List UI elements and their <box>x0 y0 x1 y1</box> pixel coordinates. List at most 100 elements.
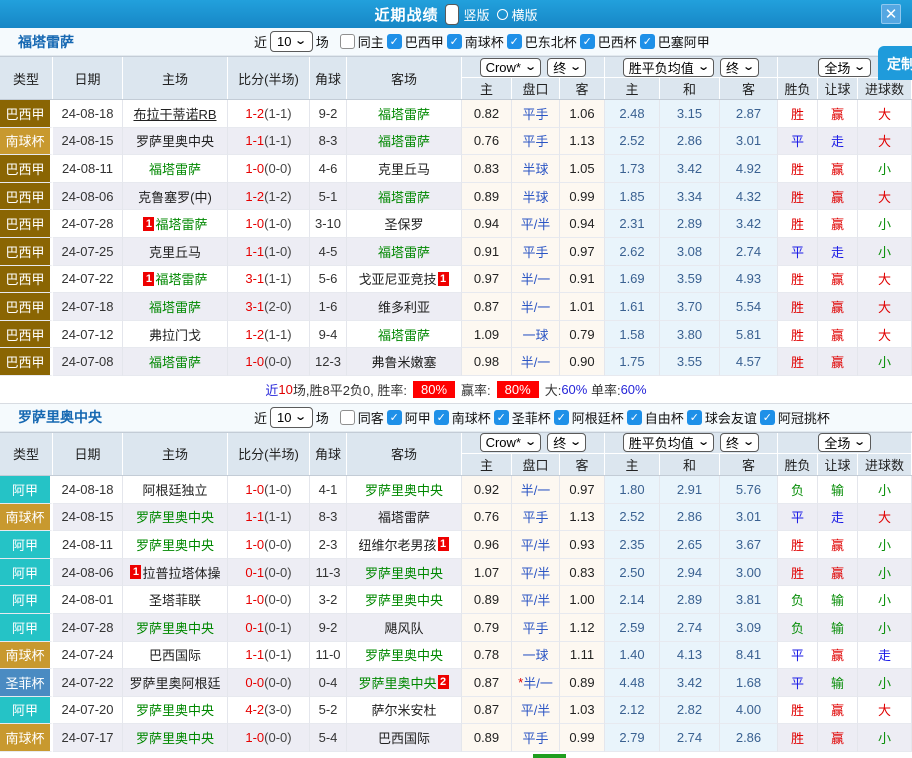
radio-vertical-layout[interactable]: 竖版 <box>445 3 490 25</box>
team-link[interactable]: 巴西国际 <box>148 648 201 664</box>
team-link[interactable]: 罗萨里奥中央 <box>135 731 214 747</box>
handicap-cell: 半/一 <box>512 348 560 376</box>
team-link[interactable]: 福塔雷萨 <box>155 272 208 288</box>
league-checkbox[interactable]: ✓ <box>579 34 595 49</box>
corner-cell: 11-0 <box>310 641 347 670</box>
customize-tab[interactable]: 定制 <box>878 46 912 80</box>
team-link[interactable]: 克鲁塞罗(中) <box>138 189 212 205</box>
team-link[interactable]: 弗拉门戈 <box>148 327 201 343</box>
league-checkbox[interactable]: ✓ <box>386 34 402 49</box>
team-link[interactable]: 福塔雷萨 <box>377 510 430 526</box>
team-link[interactable]: 福塔雷萨 <box>377 327 430 343</box>
table-row: 阿甲 24-08-01 圣塔菲联 1-0 (0-0) 3-2 罗萨里奥中央 0.8… <box>0 586 912 614</box>
team-link[interactable]: 纽维尔老男孩 <box>358 537 437 553</box>
score-cell: 3-1 (2-0) <box>228 293 310 321</box>
team-link[interactable]: 福塔雷萨 <box>377 106 430 122</box>
mean-time-select[interactable]: 终 ⌄ <box>720 57 760 77</box>
radio-horizontal-layout[interactable]: 横版 <box>496 5 538 24</box>
league-checkbox[interactable]: ✓ <box>506 34 522 49</box>
mean-type-select[interactable]: 胜平负均值 ⌄ <box>622 57 714 77</box>
radio-selected-icon <box>445 3 460 25</box>
table-row: 阿甲 24-08-18 阿根廷独立 1-0 (1-0) 4-1 罗萨里奥中央 0.… <box>0 475 912 504</box>
team-link[interactable]: 福塔雷萨 <box>148 299 201 315</box>
league-type-cell: 阿甲 <box>0 475 53 504</box>
team-link[interactable]: 罗萨里奥中央 <box>135 703 214 719</box>
result-goals-cell: 小 <box>858 613 912 642</box>
team-name[interactable]: 罗萨里奥中央 <box>18 409 102 426</box>
result-goals-cell: 大 <box>858 503 912 532</box>
team-link[interactable]: 罗萨里奥中央 <box>358 675 437 691</box>
team-link[interactable]: 福塔雷萨 <box>148 161 201 177</box>
odds-company-select[interactable]: Crow* ⌄ <box>479 57 542 77</box>
team-link[interactable]: 戈亚尼亚竞技 <box>358 272 437 288</box>
team-link[interactable]: 福塔雷萨 <box>377 189 430 205</box>
mean-type-select[interactable]: 胜平负均值 ⌄ <box>622 433 714 453</box>
team-link[interactable]: 罗萨里奥阿根廷 <box>129 675 221 691</box>
league-checkbox[interactable]: ✓ <box>639 34 655 49</box>
league-checkbox[interactable]: ✓ <box>626 409 642 425</box>
team-link[interactable]: 克里丘马 <box>377 161 430 177</box>
team-link[interactable]: 罗萨里奥中央 <box>364 593 443 609</box>
league-type-cell: 阿甲 <box>0 613 53 642</box>
same-venue-checkbox[interactable] <box>339 34 355 49</box>
scope-select[interactable]: 全场 ⌄ <box>818 433 871 453</box>
odds-time-select[interactable]: 终 ⌄ <box>547 57 587 77</box>
team-link[interactable]: 罗萨里奥中央 <box>364 482 443 498</box>
date-cell: 24-08-06 <box>53 558 123 587</box>
team-link[interactable]: 弗鲁米嫩塞 <box>371 355 437 371</box>
league-checkbox[interactable]: ✓ <box>446 34 462 49</box>
mean-draw-cell: 2.82 <box>660 696 720 725</box>
summary-text: 场,胜8平2负0, 胜率: <box>292 382 407 398</box>
team-link[interactable]: 福塔雷萨 <box>377 244 430 260</box>
mean-time-select[interactable]: 终 ⌄ <box>720 433 760 453</box>
corner-cell: 4-5 <box>310 237 347 266</box>
league-checkbox[interactable]: ✓ <box>386 409 402 425</box>
team-link[interactable]: 罗萨里奥中央 <box>135 510 214 526</box>
team-link[interactable]: 福塔雷萨 <box>377 134 430 150</box>
check-icon: ✓ <box>689 411 699 424</box>
team-link[interactable]: 拉普拉塔体操 <box>142 565 221 581</box>
mean-home-cell: 4.48 <box>605 669 660 697</box>
team-link[interactable]: 圣保罗 <box>384 217 424 233</box>
close-button[interactable]: ✕ <box>881 4 901 24</box>
team-link[interactable]: 飓风队 <box>384 620 424 636</box>
team-link[interactable]: 布拉干蒂诺RB <box>133 106 217 122</box>
away-odds-cell: 0.83 <box>560 558 605 587</box>
home-team-cell: 福塔雷萨 <box>123 348 228 376</box>
same-venue-checkbox[interactable] <box>339 409 355 425</box>
team-link[interactable]: 萨尔米安杜 <box>371 703 437 719</box>
team-link[interactable]: 罗萨里奥中央 <box>364 648 443 664</box>
team-name[interactable]: 福塔雷萨 <box>18 33 74 50</box>
team-link[interactable]: 维多利亚 <box>377 299 430 315</box>
league-checkbox[interactable]: ✓ <box>686 409 702 425</box>
mean-away-cell: 3.09 <box>720 613 778 642</box>
team-link[interactable]: 福塔雷萨 <box>155 217 208 233</box>
check-icon: ✓ <box>509 36 519 48</box>
scope-select-zone: 全场 ⌄ <box>778 57 912 78</box>
team-link[interactable]: 阿根廷独立 <box>142 482 208 498</box>
league-checkbox[interactable]: ✓ <box>553 409 569 425</box>
odds-company-select[interactable]: Crow* ⌄ <box>479 433 542 453</box>
team-link[interactable]: 罗萨里奥中央 <box>135 537 214 553</box>
league-checkbox[interactable]: ✓ <box>493 409 509 425</box>
handicap-cell: 平/半 <box>512 696 560 725</box>
scope-select[interactable]: 全场 ⌄ <box>818 57 871 77</box>
mean-draw-cell: 2.91 <box>660 475 720 504</box>
league-checkbox[interactable]: ✓ <box>759 409 775 425</box>
team-link[interactable]: 福塔雷萨 <box>148 355 201 371</box>
odds-time-select[interactable]: 终 ⌄ <box>547 433 587 453</box>
team-link[interactable]: 罗萨里奥中央 <box>364 565 443 581</box>
league-checkbox[interactable]: ✓ <box>433 409 449 425</box>
result-wdl-cell: 胜 <box>778 724 818 752</box>
team-link[interactable]: 罗萨里奥中央 <box>135 620 214 636</box>
recent-count-select[interactable]: 10 ⌄ <box>270 406 313 428</box>
result-handicap-cell: 赢 <box>818 182 858 211</box>
team-link[interactable]: 罗萨里奥中央 <box>135 134 214 150</box>
result-wdl-cell: 胜 <box>778 558 818 587</box>
home-team-cell: 福塔雷萨 <box>123 293 228 321</box>
team-link[interactable]: 克里丘马 <box>148 244 201 260</box>
team-link[interactable]: 巴西国际 <box>377 731 430 747</box>
recent-count-select[interactable]: 10 ⌄ <box>270 31 313 52</box>
team-link[interactable]: 圣塔菲联 <box>148 593 201 609</box>
league-type-cell: 圣菲杯 <box>0 669 53 697</box>
